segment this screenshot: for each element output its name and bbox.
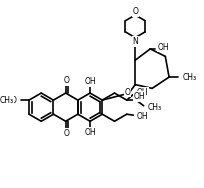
Text: OH: OH [84,77,96,86]
Text: OH: OH [84,128,96,137]
Text: OH: OH [134,92,146,101]
Text: O: O [64,76,70,85]
Text: O: O [11,96,17,105]
Text: CH₃: CH₃ [182,73,196,82]
Text: N: N [132,37,138,46]
Text: CH₃: CH₃ [0,96,13,105]
Text: OH: OH [158,42,170,52]
Text: CH₃: CH₃ [147,103,162,112]
Text: OH: OH [137,112,149,121]
Text: O: O [64,129,70,138]
Text: O: O [125,88,131,97]
Text: O: O [132,7,138,16]
Text: OH: OH [137,88,149,97]
